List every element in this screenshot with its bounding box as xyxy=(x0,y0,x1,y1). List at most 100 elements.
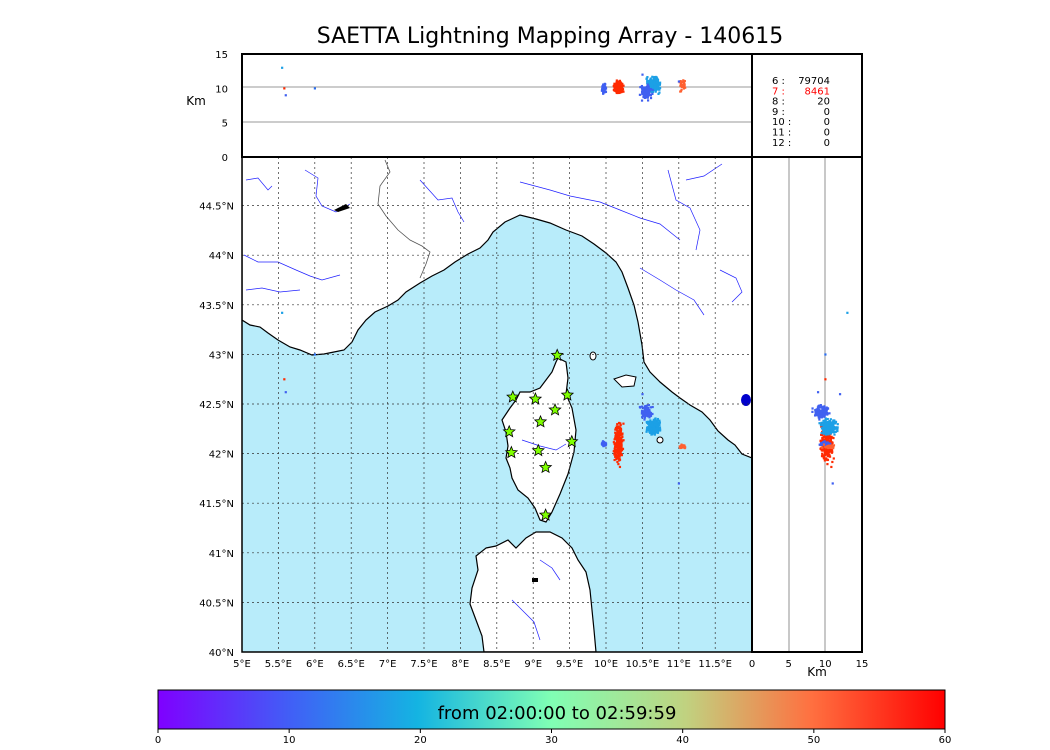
lightning-point xyxy=(646,421,649,424)
lightning-point xyxy=(615,87,618,90)
lightning-point xyxy=(822,432,825,435)
lightning-point xyxy=(654,417,657,420)
lightning-point xyxy=(617,448,620,451)
lightning-point xyxy=(831,421,834,424)
map-y-tick: 40°N xyxy=(209,648,234,659)
lightning-point xyxy=(641,93,644,96)
lightning-point xyxy=(647,93,650,96)
side-tick: 5 xyxy=(785,659,791,670)
count-row-value: 0 xyxy=(824,117,830,128)
lightning-point xyxy=(826,407,829,410)
lightning-point xyxy=(821,409,824,412)
lightning-point xyxy=(658,83,661,86)
lightning-point xyxy=(823,439,826,442)
lake-marker xyxy=(741,394,751,406)
lightning-point xyxy=(650,433,654,436)
lightning-point xyxy=(646,414,649,417)
lightning-point xyxy=(830,465,833,469)
lightning-point xyxy=(679,82,683,85)
count-row-stations: 6 : xyxy=(772,76,785,87)
lightning-point xyxy=(682,85,685,88)
lightning-point xyxy=(828,440,832,443)
lightning-point xyxy=(638,405,642,409)
lightning-point xyxy=(822,443,826,446)
lightning-point xyxy=(649,88,652,91)
side-tick-labels: 0 5 10 15 xyxy=(749,659,869,670)
lightning-point xyxy=(656,431,659,434)
lightning-point xyxy=(642,95,645,99)
lightning-point xyxy=(645,87,648,90)
lightning-point xyxy=(650,86,654,89)
lightning-point xyxy=(621,432,624,435)
lightning-point xyxy=(602,85,605,88)
lightning-point xyxy=(652,81,656,84)
station-star xyxy=(506,390,520,403)
lightning-point xyxy=(612,88,615,91)
lightning-point xyxy=(680,443,683,446)
lightning-point xyxy=(819,423,823,427)
lightning-point xyxy=(615,449,618,452)
lightning-point xyxy=(653,421,657,424)
lightning-point xyxy=(649,77,652,80)
chart-title: SAETTA Lightning Mapping Array - 140615 xyxy=(316,24,784,49)
lightning-point xyxy=(652,77,655,81)
lightning-point xyxy=(615,443,618,447)
lightning-point xyxy=(820,446,824,449)
lightning-point xyxy=(613,447,616,450)
lightning-point xyxy=(615,446,618,449)
lightning-point xyxy=(656,419,659,422)
lightning-point xyxy=(679,446,682,450)
lightning-point xyxy=(679,90,682,93)
lightning-point xyxy=(613,442,616,446)
lightning-point xyxy=(619,81,622,84)
lightning-point xyxy=(618,84,621,87)
lightning-point xyxy=(823,459,826,462)
lightning-point xyxy=(654,85,657,88)
lightning-point xyxy=(622,84,625,87)
lightning-point xyxy=(648,414,651,417)
count-row-stations: 8 : xyxy=(772,97,785,108)
lightning-point xyxy=(819,416,822,419)
lightning-point xyxy=(601,88,604,91)
lightning-point xyxy=(834,427,837,430)
count-row-value: 0 xyxy=(824,138,830,149)
lightning-point xyxy=(820,431,823,435)
altitude-tick: 15 xyxy=(215,50,228,61)
lightning-point xyxy=(650,80,653,83)
lightning-point xyxy=(649,96,653,100)
lightning-point xyxy=(652,429,655,433)
lightning-point xyxy=(649,431,652,435)
side-axis-label: Km xyxy=(807,665,827,679)
lightning-point xyxy=(283,87,286,90)
lightning-point xyxy=(823,410,827,413)
lightning-point xyxy=(621,447,625,450)
lightning-point xyxy=(827,430,830,433)
lightning-point xyxy=(619,444,622,447)
lightning-point xyxy=(618,427,621,430)
lightning-point xyxy=(819,411,823,415)
station-star xyxy=(560,388,575,401)
lightning-point xyxy=(618,465,622,469)
lightning-point xyxy=(658,426,661,430)
lightning-point xyxy=(642,413,645,416)
lightning-point xyxy=(646,79,649,83)
map-x-tick: 10°E xyxy=(594,659,618,670)
lightning-point xyxy=(615,453,618,456)
lightning-point xyxy=(615,436,618,439)
map-y-tick: 40.5°N xyxy=(199,598,234,609)
side-lightning-points xyxy=(811,311,849,485)
lightning-point xyxy=(829,438,832,442)
lightning-point xyxy=(617,439,621,442)
count-row-value: 0 xyxy=(824,128,830,139)
lightning-point xyxy=(616,430,620,433)
lightning-point xyxy=(612,441,615,444)
lightning-point xyxy=(615,425,618,428)
lightning-point xyxy=(655,421,659,424)
lightning-point xyxy=(640,412,644,415)
colorbar-label: from 02:00:00 to 02:59:59 xyxy=(438,703,677,724)
lightning-point xyxy=(649,414,652,418)
lightning-point xyxy=(834,430,837,433)
map-x-tick: 7°E xyxy=(379,659,397,670)
lightning-point xyxy=(313,353,316,356)
